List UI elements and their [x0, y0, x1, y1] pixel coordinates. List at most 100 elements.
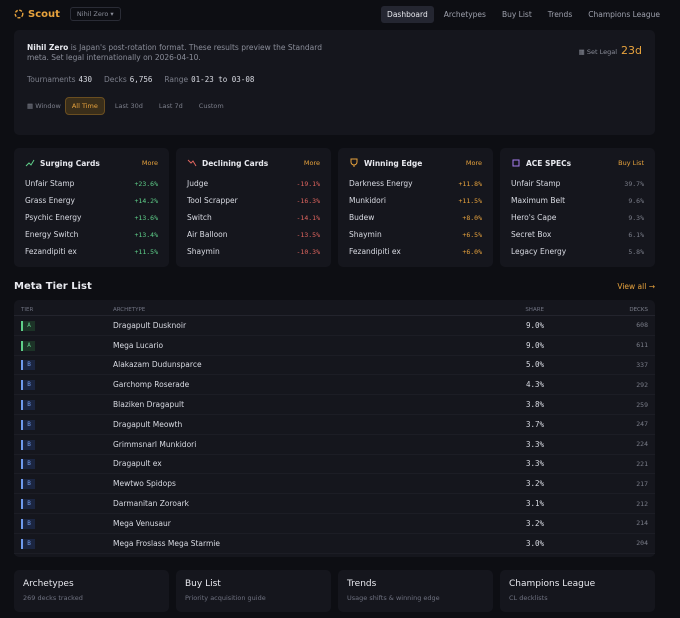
tier-badge: B — [21, 360, 35, 371]
footer-title: Champions League — [509, 579, 596, 589]
cell: B — [21, 399, 113, 411]
card-name: Budew — [349, 213, 375, 222]
tier-list-title: Meta Tier List — [14, 280, 92, 292]
stat-value: 430 — [78, 75, 93, 84]
card-row: Fezandipiti ex +6.0% — [349, 243, 482, 260]
card-name: Secret Box — [511, 230, 552, 239]
footer-card[interactable]: Trends Usage shifts & winning edge — [338, 570, 493, 612]
cell: 212 — [636, 499, 648, 508]
tier-table: TIER ARCHETYPE SHARE DECKS A Dragapult Duskno… — [14, 300, 655, 557]
table-row[interactable]: B Mega Froslass Mega Starmie 3.0% 204 — [14, 534, 655, 554]
card-value: 5.8% — [628, 247, 644, 256]
card-row: Unfair Stamp 39.7% — [511, 175, 644, 192]
card-value: +11.5% — [134, 247, 158, 256]
card-row: Psychic Energy +13.6% — [25, 209, 158, 226]
cell: B — [21, 478, 113, 490]
card-title: Declining Cards — [202, 158, 269, 168]
card-row: Switch -14.1% — [187, 209, 320, 226]
table-row[interactable]: B Grimmsnarl Munkidori 3.3% 224 — [14, 435, 655, 455]
logo[interactable]: Scout — [28, 8, 60, 20]
footer-card[interactable]: Champions League CL decklists — [500, 570, 655, 612]
cell: B — [21, 439, 113, 450]
card-row: Unfair Stamp +23.6% — [25, 175, 158, 192]
card-value: -19.1% — [296, 179, 320, 188]
card-name: Fezandipiti ex — [349, 247, 401, 256]
format-select[interactable]: Nihil Zero ▾ — [69, 7, 121, 21]
window-option[interactable]: Last 7d — [158, 102, 183, 110]
table-row[interactable]: B Mega Venusaur 3.2% 214 — [14, 514, 655, 534]
table-row[interactable]: B Alakazam Dudunsparce 5.0% 337 — [14, 356, 655, 376]
table-row[interactable]: B Blaziken Dragapult 3.8% 259 — [14, 395, 655, 415]
intro-format: Nihil Zero — [27, 43, 69, 52]
card-value: 39.7% — [624, 179, 644, 188]
card-row: Shaymin +6.5% — [349, 226, 482, 243]
view-all[interactable]: View all → — [617, 281, 655, 291]
card-row: Hero's Cape 9.3% — [511, 209, 644, 226]
cards: Surging Cards More Unfair Stamp +23.6% Grass… — [14, 148, 655, 267]
card-row: Darkness Energy +11.8% — [349, 175, 482, 192]
cell: 214 — [636, 519, 648, 528]
table-row[interactable]: B Dragapult Meowth 3.7% 247 — [14, 415, 655, 435]
footer-card[interactable]: Archetypes 269 decks tracked — [14, 570, 169, 612]
cell: 3.0% — [525, 538, 544, 548]
column-header: DECKS — [629, 306, 648, 313]
card-name: Shaymin — [187, 247, 220, 256]
cell: 4.3% — [525, 380, 544, 390]
nav-item[interactable]: Champions League — [588, 9, 660, 19]
logo-icon — [14, 9, 24, 19]
footer-card[interactable]: Buy List Priority acquisition guide — [176, 570, 331, 612]
cell: 3.7% — [525, 419, 544, 429]
footer-subtitle: Priority acquisition guide — [185, 594, 266, 602]
card-icon — [350, 158, 358, 167]
window-selector: ▦ Window All Time Last 30d Last 7d Custom — [27, 97, 642, 115]
cell: B — [21, 518, 113, 529]
card-value: 9.3% — [628, 213, 644, 222]
cell: 337 — [636, 360, 648, 369]
table-row[interactable]: B Darmanitan Zoroark 3.1% 212 — [14, 494, 655, 514]
card-value: +23.6% — [134, 179, 158, 188]
cell: 9.0% — [525, 340, 544, 350]
column-header: TIER — [21, 306, 34, 313]
card-action[interactable]: Buy List — [618, 159, 644, 167]
tier-badge: B — [21, 439, 35, 450]
nav-item[interactable]: Archetypes — [443, 9, 486, 19]
header: Scout Nihil Zero ▾ Dashboard Archetypes Bu… — [0, 0, 680, 28]
cell: A — [21, 340, 113, 351]
cell: 259 — [636, 400, 648, 409]
nav-item[interactable]: Buy List — [501, 9, 532, 19]
card-row: Judge -19.1% — [187, 175, 320, 192]
cell: 217 — [636, 479, 648, 488]
table-row[interactable]: A Dragapult Dusknoir 9.0% 608 — [14, 316, 655, 336]
table-row[interactable]: B Garchomp Roserade 4.3% 292 — [14, 375, 655, 396]
cell: Darmanitan Zoroark — [113, 499, 189, 509]
card-name: Shaymin — [349, 230, 382, 239]
card-action[interactable]: More — [465, 159, 482, 167]
window-option[interactable]: Last 30d — [114, 102, 143, 110]
card-action[interactable]: More — [303, 159, 320, 167]
card-icon — [187, 159, 197, 167]
window-option[interactable]: Custom — [198, 102, 224, 110]
nav-item[interactable]: Dashboard — [381, 5, 434, 23]
window-label-text: Window — [35, 102, 61, 110]
card-action[interactable]: More — [141, 159, 158, 167]
cell: Mega Froslass Mega Starmie — [113, 538, 220, 548]
card-name: Unfair Stamp — [25, 179, 75, 188]
window-option[interactable]: All Time — [64, 97, 105, 115]
card-value: +13.6% — [134, 213, 158, 222]
table-row[interactable]: B Mewtwo Spidops 3.2% 217 — [14, 474, 655, 495]
card-row: Legacy Energy 5.8% — [511, 243, 644, 260]
tier-badge: B — [21, 459, 35, 470]
table-row[interactable]: B Dragapult ex 3.3% 221 — [14, 455, 655, 475]
card-row: Grass Energy +14.2% — [25, 192, 158, 209]
stat: Range 01-23 to 03-08 — [164, 75, 254, 84]
nav-item[interactable]: Trends — [547, 9, 573, 19]
table-row[interactable]: A Mega Lucario 9.0% 611 — [14, 336, 655, 356]
cell: Blaziken Dragapult — [113, 400, 185, 410]
cell: 9.0% — [525, 320, 544, 330]
card: Winning Edge More Darkness Energy +11.8% Mun… — [338, 148, 493, 267]
card-name: Maximum Belt — [511, 196, 566, 205]
card-value: -10.3% — [296, 247, 320, 256]
window-label: ▦ Window — [27, 102, 61, 110]
footer-cards: Archetypes 269 decks tracked Buy List Prior… — [14, 570, 655, 612]
nav: Dashboard Archetypes Buy List Trends Champio… — [381, 5, 666, 23]
